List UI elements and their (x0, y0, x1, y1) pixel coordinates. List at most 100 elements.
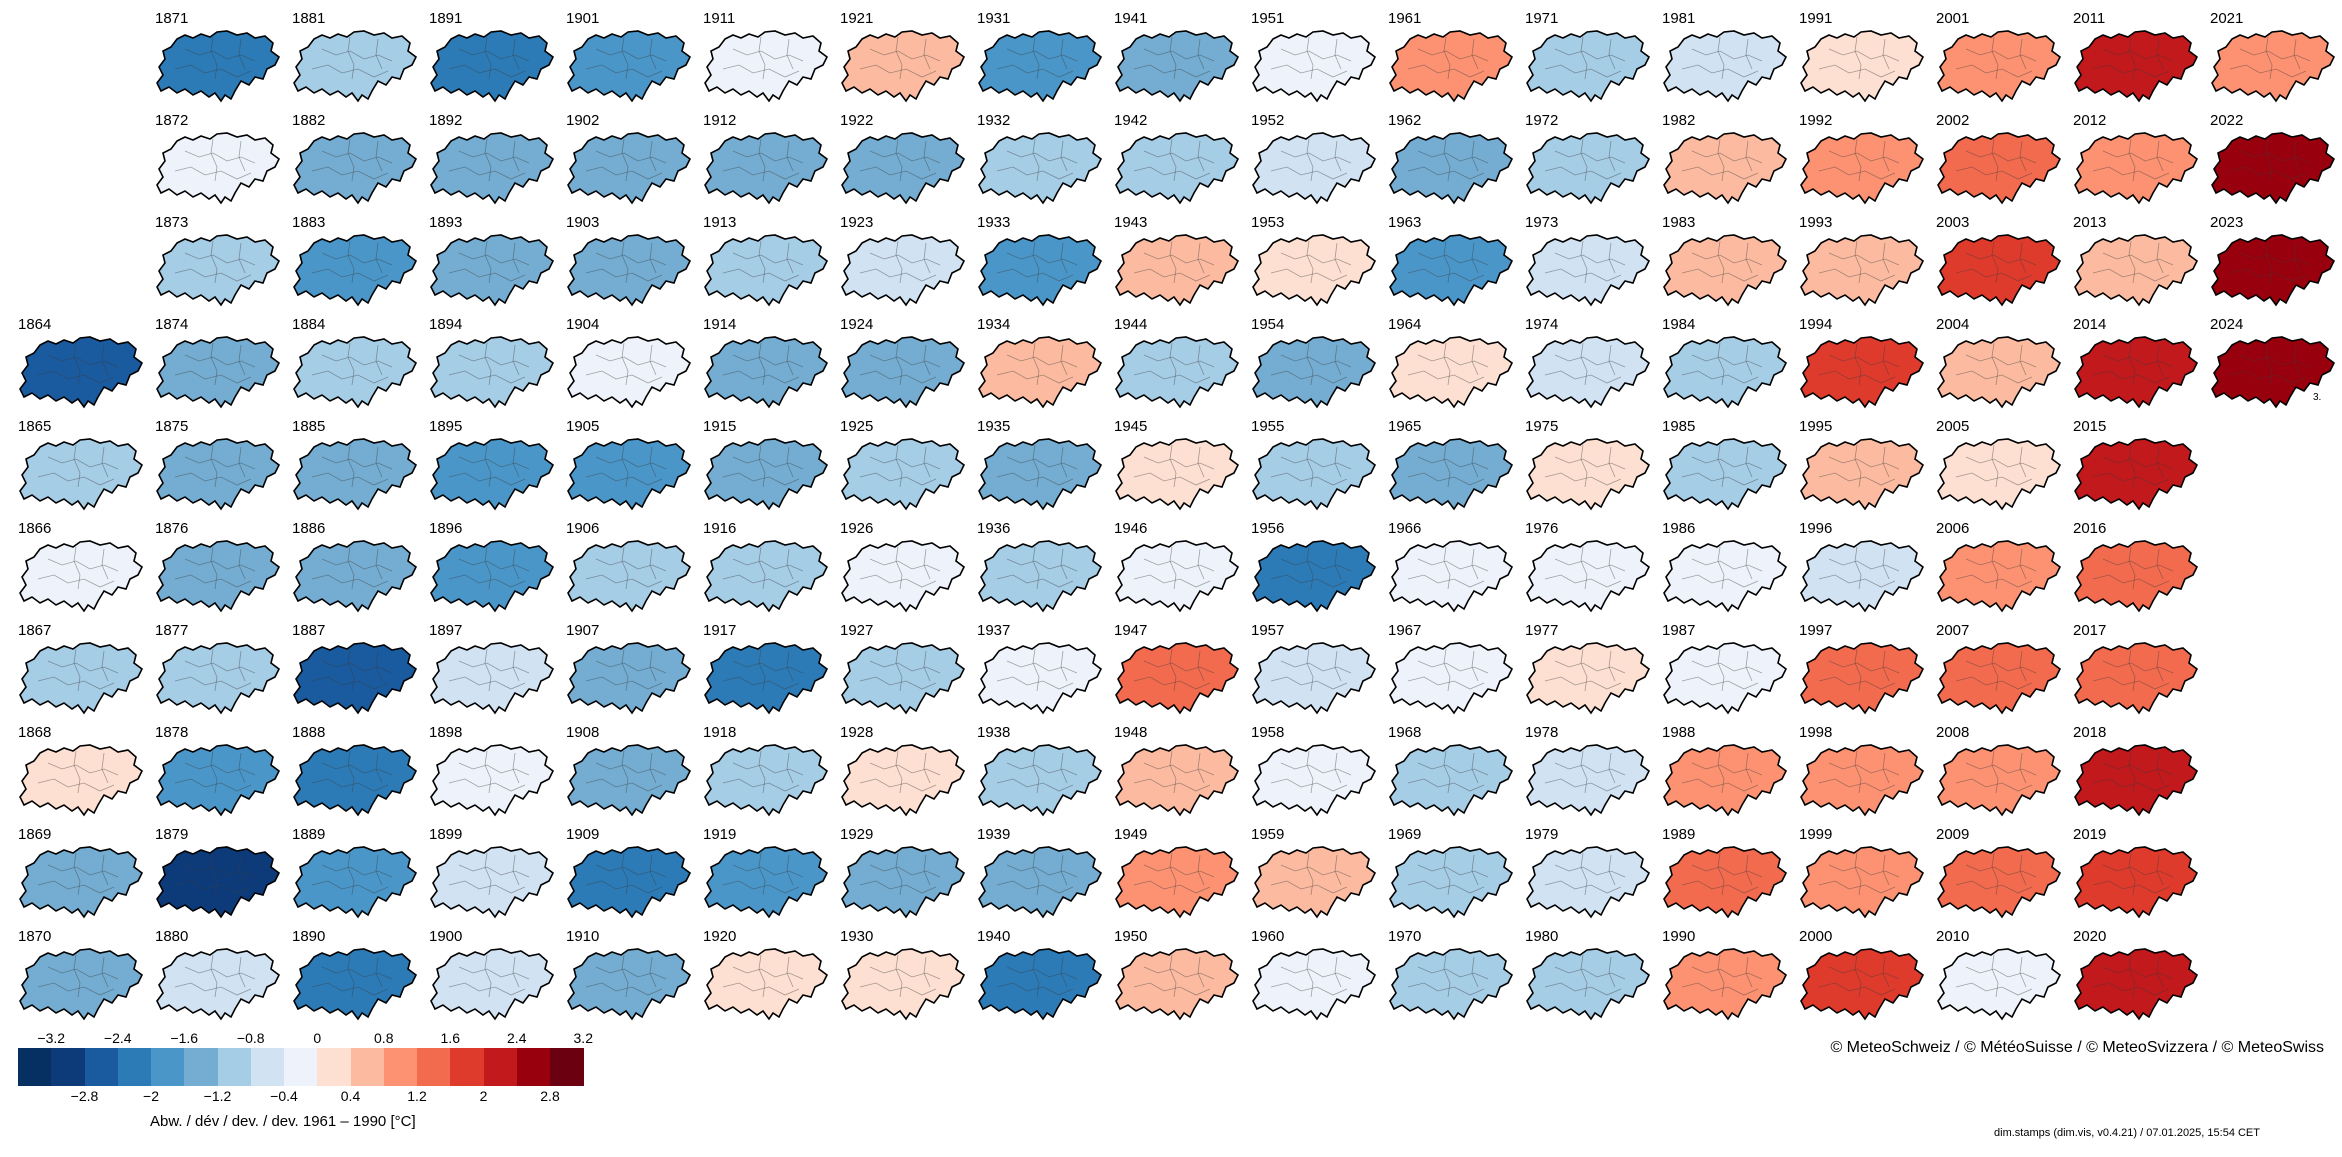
canton-border (1334, 38, 1342, 70)
canton-border (1580, 750, 1588, 794)
anomaly-fill-1998 (1800, 744, 1925, 817)
year-map-2018: 2018 (2073, 725, 2205, 823)
canton-border (722, 574, 800, 588)
canton-border (1417, 456, 1489, 470)
year-label: 1950 (1114, 928, 1148, 945)
canton-border (2156, 344, 2164, 376)
canton-border (1828, 660, 1900, 674)
year-label: 1918 (703, 724, 737, 741)
year-label: 1940 (977, 928, 1011, 945)
canton-border (923, 446, 931, 478)
year-label: 1890 (292, 928, 326, 945)
switzerland-map (704, 234, 829, 307)
canton-border (458, 456, 530, 470)
switzerland-map (704, 846, 829, 919)
canton-border (649, 242, 657, 274)
canton-border (722, 676, 800, 690)
anomaly-fill-1981 (1663, 30, 1788, 103)
canton-border (1854, 138, 1862, 182)
switzerland-map (430, 642, 555, 715)
canton-border (1681, 268, 1759, 282)
year-map-1923: 1923 (840, 215, 972, 313)
canton-border (869, 864, 941, 878)
copyright-credit: © MeteoSchweiz / © MétéoSuisse / © Meteo… (1830, 1039, 2324, 1056)
year-map-1915: 1915 (703, 419, 835, 517)
canton-border (311, 472, 389, 486)
canton-border (1745, 242, 1753, 274)
year-label: 2011 (2073, 10, 2106, 27)
canton-border (1334, 446, 1342, 478)
canton-border (1270, 982, 1348, 996)
canton-border (347, 342, 355, 386)
canton-border (1270, 574, 1348, 588)
canton-border (2293, 140, 2301, 172)
anomaly-fill-1873 (156, 234, 281, 307)
canton-border (1745, 956, 1753, 988)
switzerland-map (1115, 642, 1240, 715)
switzerland-map (19, 846, 144, 919)
switzerland-map (293, 30, 418, 103)
canton-border (448, 268, 526, 282)
switzerland-map (293, 234, 418, 307)
anomaly-fill-1869 (19, 846, 144, 919)
year-map-1998: 1998 (1799, 725, 1931, 823)
year-label: 1913 (703, 214, 737, 231)
anomaly-fill-1921 (841, 30, 966, 103)
canton-border (1544, 880, 1622, 894)
canton-border (649, 752, 657, 784)
anomaly-fill-1881 (293, 30, 418, 103)
canton-border (311, 880, 389, 894)
canton-border (1169, 342, 1177, 386)
year-label: 1944 (1114, 316, 1148, 333)
canton-border (1854, 36, 1862, 80)
canton-border (621, 648, 629, 692)
canton-border (1818, 268, 1896, 282)
switzerland-map (1663, 132, 1788, 205)
canton-border (1032, 546, 1040, 590)
canton-border (174, 982, 252, 996)
colorbar-tick-top: −1.6 (170, 1030, 199, 1046)
canton-border (311, 778, 389, 792)
year-label: 1970 (1388, 928, 1422, 945)
year-map-1905: 1905 (566, 419, 698, 517)
year-map-1990: 1990 (1662, 929, 1794, 1027)
year-label: 1997 (1799, 622, 1833, 639)
year-map-2015: 2015 (2073, 419, 2205, 517)
switzerland-map (978, 642, 1103, 715)
canton-border (1032, 954, 1040, 998)
switzerland-map (2074, 234, 2199, 307)
anomaly-fill-1952 (1252, 132, 1377, 205)
canton-border (923, 38, 931, 70)
year-map-2012: 2012 (2073, 113, 2205, 211)
year-map-1910: 1910 (566, 929, 698, 1027)
canton-border (1060, 548, 1068, 580)
year-label: 1885 (292, 418, 326, 435)
anomaly-fill-1996 (1800, 540, 1925, 613)
canton-border (595, 252, 667, 266)
canton-border (786, 956, 794, 988)
canton-border (1608, 548, 1616, 580)
canton-border (859, 166, 937, 180)
canton-border (1691, 354, 1763, 368)
switzerland-map (1937, 438, 2062, 511)
canton-border (1280, 150, 1352, 164)
year-map-1975: 1975 (1525, 419, 1657, 517)
anomaly-fill-1972 (1526, 132, 1651, 205)
year-map-1995: 1995 (1799, 419, 1931, 517)
canton-border (1060, 38, 1068, 70)
year-label: 1930 (840, 928, 874, 945)
canton-border (1965, 150, 2037, 164)
year-label: 1921 (840, 10, 874, 27)
canton-border (1882, 650, 1890, 682)
colorbar-cell (184, 1048, 218, 1086)
year-map-1896: 1896 (429, 521, 561, 619)
switzerland-map (1937, 744, 2062, 817)
canton-border (458, 150, 530, 164)
canton-border (37, 472, 115, 486)
year-map-1999: 1999 (1799, 827, 1931, 925)
canton-border (1608, 956, 1616, 988)
year-map-2010: 2010 (1936, 929, 2068, 1027)
canton-border (484, 750, 492, 794)
year-map-1997: 1997 (1799, 623, 1931, 721)
canton-border (1955, 370, 2033, 384)
